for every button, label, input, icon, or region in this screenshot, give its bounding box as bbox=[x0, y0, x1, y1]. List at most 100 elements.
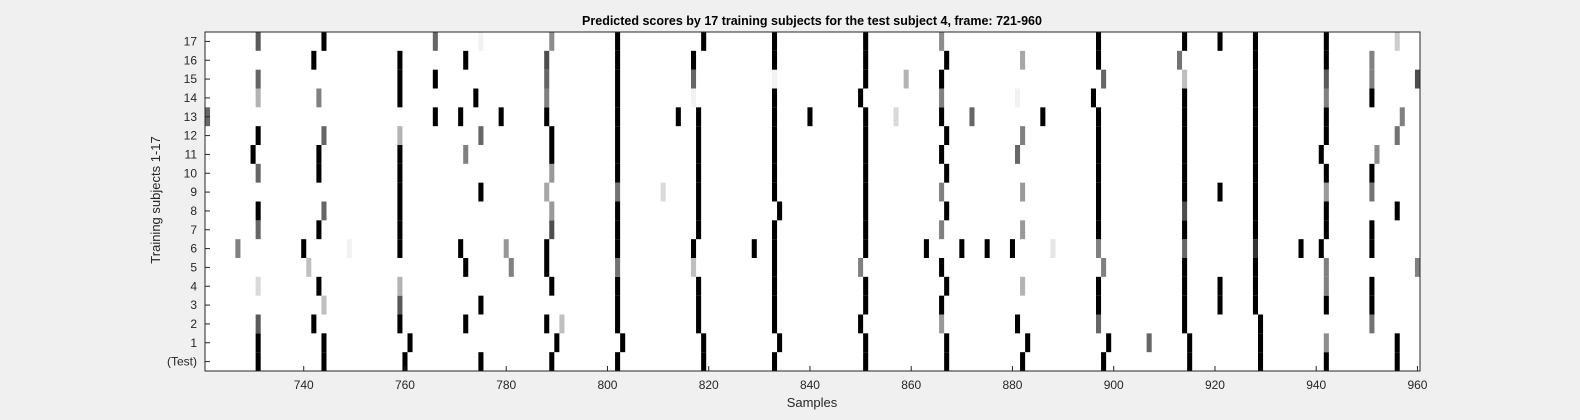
heatmap-cell bbox=[1096, 50, 1102, 70]
heatmap-cell bbox=[1096, 276, 1102, 296]
heatmap-cell bbox=[1096, 239, 1102, 258]
y-tick-label: 13 bbox=[184, 110, 198, 124]
heatmap-cell bbox=[696, 182, 702, 202]
heatmap-cell bbox=[1252, 88, 1258, 108]
heatmap-cell bbox=[1369, 314, 1375, 334]
y-tick-label: 11 bbox=[185, 147, 198, 161]
heatmap-cell bbox=[772, 314, 778, 334]
heatmap-cell bbox=[397, 276, 403, 296]
heatmap-cell bbox=[255, 314, 261, 334]
y-tick-label: 3 bbox=[190, 298, 197, 312]
heatmap-cell bbox=[321, 126, 327, 145]
heatmap-cell bbox=[751, 239, 757, 258]
heatmap-cell bbox=[1146, 333, 1152, 353]
heatmap-cell bbox=[1323, 333, 1329, 353]
heatmap-cell bbox=[1298, 239, 1304, 258]
heatmap-cell bbox=[1369, 295, 1375, 315]
heatmap-cell bbox=[863, 182, 869, 202]
heatmap-cell bbox=[316, 220, 322, 240]
heatmap-cell bbox=[1020, 352, 1026, 371]
heatmap-cell bbox=[544, 258, 550, 277]
heatmap-cell bbox=[903, 69, 909, 89]
heatmap-cell bbox=[984, 239, 990, 258]
heatmap-cell bbox=[1323, 107, 1329, 127]
heatmap-cell bbox=[397, 163, 403, 183]
heatmap-cell bbox=[969, 107, 975, 127]
heatmap-cell bbox=[615, 50, 621, 70]
heatmap-cell bbox=[1369, 88, 1375, 108]
heatmap-cell bbox=[407, 333, 413, 353]
heatmap-cell bbox=[498, 107, 504, 127]
heatmap-cell bbox=[301, 239, 307, 258]
heatmap-cell bbox=[1394, 201, 1400, 221]
heatmap-cell bbox=[772, 239, 778, 258]
heatmap-cell bbox=[939, 220, 945, 240]
heatmap-cells bbox=[205, 32, 1420, 371]
y-tick-label: 17 bbox=[184, 34, 198, 48]
heatmap-cell bbox=[696, 220, 702, 240]
heatmap-cell bbox=[772, 32, 778, 51]
heatmap-cell bbox=[696, 314, 702, 334]
heatmap-cell bbox=[1323, 126, 1329, 145]
heatmap-cell bbox=[544, 50, 550, 70]
heatmap-cell bbox=[316, 88, 322, 108]
y-tick-label: 7 bbox=[190, 223, 197, 237]
heatmap-cell bbox=[432, 32, 438, 51]
x-tick-label: 860 bbox=[901, 378, 921, 392]
heatmap-cell bbox=[1258, 314, 1264, 334]
heatmap-cell bbox=[1323, 182, 1329, 202]
heatmap-cell bbox=[1369, 276, 1375, 296]
heatmap-cell bbox=[893, 107, 899, 127]
heatmap-cell bbox=[863, 295, 869, 315]
heatmap-cell bbox=[1090, 88, 1096, 108]
heatmap-cell bbox=[1101, 69, 1107, 89]
heatmap-cell bbox=[1252, 50, 1258, 70]
heatmap-cell bbox=[508, 258, 514, 277]
heatmap-cell bbox=[255, 276, 261, 296]
plot-frame bbox=[204, 31, 1421, 372]
heatmap-cell bbox=[1414, 258, 1420, 277]
heatmap-cell bbox=[1096, 182, 1102, 202]
heatmap-cell bbox=[1050, 239, 1056, 258]
heatmap-cell bbox=[432, 107, 438, 127]
heatmap-cell bbox=[1096, 32, 1102, 51]
heatmap-cell bbox=[863, 50, 869, 70]
heatmap-cell bbox=[944, 126, 950, 145]
heatmap-cell bbox=[1020, 276, 1026, 296]
heatmap-cell bbox=[255, 126, 261, 145]
x-tick-label: 880 bbox=[1002, 378, 1022, 392]
heatmap-cell bbox=[944, 201, 950, 221]
heatmap-cell bbox=[701, 32, 707, 51]
heatmap-cell bbox=[235, 239, 241, 258]
y-tick-label: 15 bbox=[184, 72, 198, 86]
heatmap-cell bbox=[615, 32, 621, 51]
x-tick-label: 920 bbox=[1205, 378, 1225, 392]
heatmap-cell bbox=[939, 145, 945, 164]
heatmap-cell bbox=[549, 220, 555, 240]
heatmap-cell bbox=[1323, 50, 1329, 70]
heatmap-cell bbox=[549, 32, 555, 51]
heatmap-cell bbox=[1323, 276, 1329, 296]
heatmap-cell bbox=[1399, 107, 1405, 127]
heatmap-cell bbox=[1015, 314, 1021, 334]
heatmap-cell bbox=[255, 163, 261, 183]
heatmap-cell bbox=[691, 258, 697, 277]
heatmap-cell bbox=[255, 88, 261, 108]
heatmap-cell bbox=[696, 295, 702, 315]
heatmap-cell bbox=[544, 69, 550, 89]
heatmap-cell bbox=[397, 314, 403, 334]
heatmap-cell bbox=[863, 239, 869, 258]
heatmap-cell bbox=[1182, 201, 1188, 221]
heatmap-cell bbox=[691, 69, 697, 89]
heatmap-cell bbox=[478, 352, 484, 371]
x-axis-label: Samples bbox=[787, 395, 838, 410]
heatmap-cell bbox=[1182, 295, 1188, 315]
heatmap-cell bbox=[1096, 145, 1102, 164]
heatmap-cell bbox=[1323, 295, 1329, 315]
heatmap-cell bbox=[458, 239, 464, 258]
heatmap-cell bbox=[1182, 32, 1188, 51]
heatmap-cell bbox=[944, 333, 950, 353]
heatmap-cell bbox=[772, 88, 778, 108]
heatmap-cell bbox=[549, 352, 555, 371]
